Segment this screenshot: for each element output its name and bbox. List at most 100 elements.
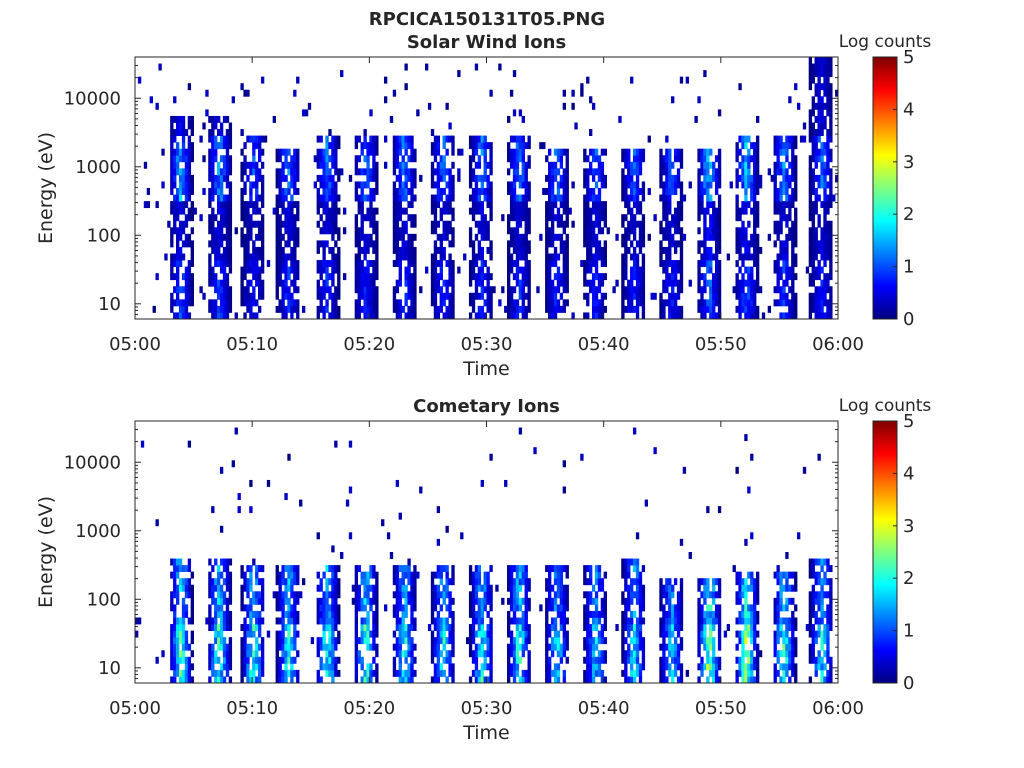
heat-cell [671, 312, 675, 320]
heat-cell [753, 161, 757, 169]
heat-cell [337, 669, 341, 677]
heat-cell [650, 292, 654, 300]
x-tick-label: 06:00 [812, 334, 864, 355]
heat-cell [703, 260, 707, 267]
heat-cell [706, 637, 710, 645]
heat-cell [794, 253, 798, 261]
heat-cell [817, 83, 821, 91]
heat-cell [586, 174, 590, 182]
heat-cell [290, 168, 294, 176]
heat-cell [755, 115, 760, 123]
heat-cell [712, 650, 716, 658]
heat-cell [509, 565, 514, 573]
heat-cell [638, 663, 643, 671]
heat-cell [187, 174, 192, 182]
heat-cell [187, 148, 192, 156]
heat-cell [325, 663, 329, 671]
heat-cell [565, 656, 569, 664]
heat-cell [433, 617, 438, 625]
heat-cell [477, 135, 482, 143]
heat-cell [489, 161, 493, 169]
heat-cell [190, 246, 194, 254]
heat-cell [214, 260, 218, 267]
heat-cell [521, 610, 525, 618]
heat-cell [155, 273, 159, 281]
heat-cell [181, 253, 186, 261]
heat-cell [372, 312, 376, 320]
heat-cell [480, 181, 484, 189]
heat-cell [527, 663, 531, 671]
heat-cell [357, 312, 361, 320]
heat-cell [632, 656, 637, 664]
heat-cell [375, 220, 379, 228]
heat-cell [826, 161, 830, 169]
heat-cell [735, 292, 739, 300]
heat-cell [222, 578, 227, 586]
heat-cell [366, 266, 370, 274]
heat-cell [184, 663, 189, 671]
heat-cell [635, 253, 640, 261]
heat-cell [217, 292, 221, 300]
heat-cell [826, 57, 830, 64]
heat-cell [477, 584, 482, 592]
heat-cell [181, 624, 186, 631]
heat-cell [407, 214, 411, 222]
heat-cell [176, 240, 180, 248]
heat-cell [369, 260, 373, 267]
heat-cell [638, 273, 643, 281]
heat-cell [512, 148, 517, 156]
heat-cell [334, 565, 338, 573]
heat-cell [483, 168, 487, 176]
heat-cell [550, 194, 555, 202]
heat-cell [709, 299, 713, 307]
heat-cell [287, 584, 291, 592]
heat-cell [439, 565, 443, 573]
heat-cell [814, 240, 818, 248]
heat-cell [386, 532, 391, 540]
heat-cell [281, 161, 285, 169]
heat-cell [357, 305, 361, 313]
heat-cell [255, 174, 259, 182]
heat-cell [785, 312, 789, 320]
heat-cell [211, 188, 215, 195]
heat-cell [354, 266, 359, 274]
heat-cell [225, 312, 230, 320]
heat-cell [700, 286, 704, 294]
heat-cell [621, 610, 625, 618]
heat-cell [366, 260, 370, 267]
heat-cell [225, 220, 230, 228]
heat-cell [433, 266, 438, 274]
heat-cell [173, 135, 177, 143]
heat-cell [436, 630, 441, 638]
heat-cell [565, 637, 569, 645]
heat-cell [322, 174, 326, 182]
heat-cell [410, 656, 414, 664]
heat-cell [512, 597, 517, 605]
heat-cell [480, 643, 484, 651]
heat-cell [638, 227, 643, 235]
heat-cell [712, 617, 716, 625]
heat-cell [275, 571, 279, 579]
heat-cell [219, 122, 224, 130]
heat-cell [334, 292, 338, 300]
heat-cell [808, 194, 813, 202]
heat-cell [176, 663, 180, 671]
heat-cell [621, 630, 625, 638]
heat-cell [600, 604, 605, 612]
heat-cell [214, 630, 218, 638]
heat-cell [293, 279, 297, 287]
heat-cell [225, 558, 230, 566]
heat-cell [474, 676, 479, 684]
heat-cell [811, 305, 815, 313]
heat-cell [594, 656, 599, 664]
heat-cell [594, 194, 599, 202]
heat-cell [451, 624, 455, 631]
heat-cell [471, 669, 476, 677]
heat-cell [392, 610, 397, 618]
heat-cell [744, 299, 748, 307]
heat-cell [741, 168, 745, 176]
heat-cell [392, 161, 397, 169]
heat-cell [782, 240, 786, 248]
heat-cell [375, 571, 379, 579]
